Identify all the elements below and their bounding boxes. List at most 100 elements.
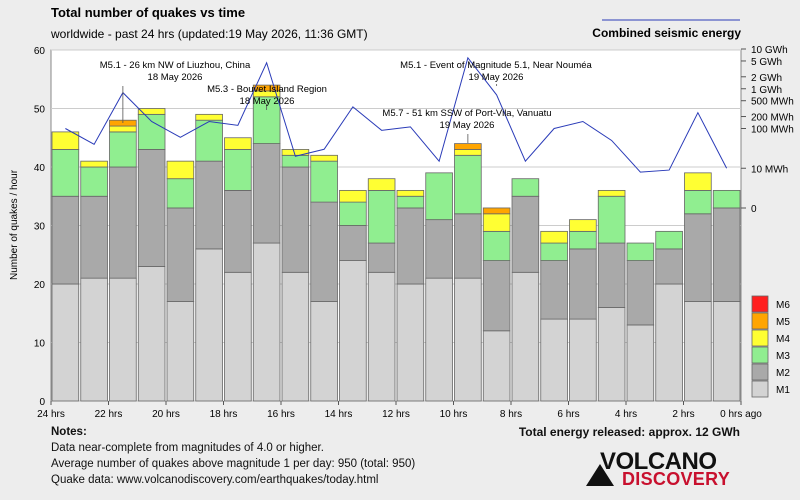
y-tick-label: 10 [34, 339, 46, 350]
logo-text-volcano: VOLCANO [600, 448, 717, 475]
bar-segment-m1 [511, 271, 540, 402]
bar-segment-m5 [454, 143, 482, 150]
bar-segment-m2 [310, 201, 338, 302]
bar-segment-m4 [482, 213, 511, 232]
y-axis-label: Number of quakes / hour [9, 169, 20, 280]
energy-tick-label: 1 GWh [751, 85, 782, 96]
annotation-date: 19 May 2026 [440, 120, 495, 131]
bar-segment-m1 [396, 283, 425, 402]
bar-segment-m1 [684, 301, 712, 402]
bar-segment-m3 [425, 172, 453, 221]
bar-segment-m3 [597, 195, 626, 244]
notes-line-3: Quake data: www.volcanodiscovery.com/ear… [51, 474, 379, 486]
bar-segment-m2 [137, 149, 166, 267]
bar-segment-m1 [425, 277, 453, 402]
bar-segment-m1 [195, 248, 223, 402]
energy-tick-label: 5 GWh [751, 57, 782, 68]
bar-segment-m1 [109, 277, 137, 402]
legend-swatch-m3 [751, 346, 769, 364]
bar-segment-m3 [396, 195, 425, 209]
x-tick-label: 6 hrs [557, 409, 579, 420]
y-tick-label: 50 [34, 105, 46, 116]
energy-line [65, 56, 728, 173]
bar-segment-m2 [367, 242, 396, 273]
bar-segment-m4 [396, 189, 425, 197]
bar-segment-m2 [626, 260, 655, 326]
logo-text-discovery: DISCOVERY [622, 469, 731, 489]
bar-segment-m1 [597, 306, 626, 402]
notes-block: Notes: Data near-complete from magnitude… [51, 424, 521, 488]
y-tick-label: 60 [34, 46, 46, 57]
y-ticks: 0 10 20 30 40 50 60 [34, 46, 46, 408]
bar-segment-m1 [339, 260, 367, 402]
bar-segment-m4 [569, 219, 597, 232]
bar-segment-m2 [51, 195, 80, 285]
x-tick-label: 0 hrs ago [720, 409, 762, 420]
legend-swatch-m1 [751, 380, 769, 398]
magnitude-legend: M6 M5 M4 M3 M2 M1 [751, 295, 790, 398]
chart-title: Total number of quakes vs time [51, 5, 245, 20]
bar-segment-m4 [166, 160, 195, 180]
bar-segment-m1 [569, 318, 597, 402]
energy-tick-label: 500 MWh [751, 97, 794, 108]
bar-segment-m3 [310, 160, 338, 203]
bar-segment-m3 [51, 149, 80, 197]
energy-tick-label: 0 [751, 204, 757, 215]
bar-segment-m1 [367, 271, 396, 402]
notes-line-1: Data near-complete from magnitudes of 4.… [51, 442, 324, 454]
x-tick-label: 8 hrs [500, 409, 522, 420]
annotation-date: 18 May 2026 [240, 96, 295, 107]
bar-segment-m2 [569, 248, 597, 320]
bar-segment-m3 [109, 131, 137, 168]
energy-legend-label: Combined seismic energy [592, 26, 741, 40]
y-tick-label: 30 [34, 222, 46, 233]
legend-label-m3: M3 [776, 351, 790, 362]
annotation-text: M5.1 - 26 km NW of Liuzhou, China [100, 60, 251, 71]
bar-segment-m3 [166, 178, 195, 209]
x-tick-label: 20 hrs [152, 409, 180, 420]
x-tick-label: 24 hrs [37, 409, 65, 420]
bar-segment-m2 [195, 160, 223, 250]
y-tick-label: 40 [34, 163, 46, 174]
bar-segment-m1 [626, 324, 655, 402]
bar-segment-m3 [482, 230, 511, 262]
bar-segment-m4 [51, 131, 80, 150]
bar-segment-m1 [310, 301, 338, 402]
bar-segment-m2 [224, 189, 252, 273]
bar-segment-m2 [655, 248, 683, 285]
x-tick-label: 4 hrs [615, 409, 637, 420]
bar-segment-m3 [684, 189, 712, 215]
chart-subtitle: worldwide - past 24 hrs (updated:19 May … [50, 27, 368, 41]
legend-label-m5: M5 [776, 317, 790, 328]
bar-segment-m3 [511, 178, 540, 197]
bar-segment-m4 [80, 160, 108, 168]
x-tick-label: 18 hrs [210, 409, 238, 420]
bar-segment-m3 [281, 154, 310, 168]
bar-segment-m1 [655, 283, 683, 402]
annotation-text: M5.3 - Bouvet Island Region [207, 84, 327, 95]
bar-segment-m1 [454, 277, 482, 402]
bar-segment-m1 [80, 277, 108, 402]
bar-segment-m2 [80, 195, 108, 279]
x-tick-label: 22 hrs [95, 409, 123, 420]
energy-tick-label: 200 MWh [751, 113, 794, 124]
bar-segment-m3 [224, 149, 252, 191]
volcanodiscovery-logo[interactable]: VOLCANO DISCOVERY [586, 448, 756, 489]
bar-segment-m1 [51, 283, 80, 402]
bar-segment-m3 [454, 154, 482, 215]
bar-segment-m4 [684, 172, 712, 191]
energy-line-group [65, 56, 728, 173]
energy-tick-label: 10 GWh [751, 45, 788, 56]
x-tick-label: 14 hrs [325, 409, 353, 420]
annotation-text: M5.7 - 51 km SSW of Port-Vila, Vanuatu [382, 108, 551, 119]
bar-segment-m3 [626, 242, 655, 262]
bar-segment-m4 [597, 189, 626, 197]
bar-segment-m4 [540, 230, 568, 244]
bar-segment-m1 [224, 271, 252, 402]
bar-segment-m4 [195, 113, 223, 121]
bar-segment-m5 [252, 84, 281, 92]
legend-swatch-m2 [751, 363, 769, 381]
bars [51, 84, 741, 402]
